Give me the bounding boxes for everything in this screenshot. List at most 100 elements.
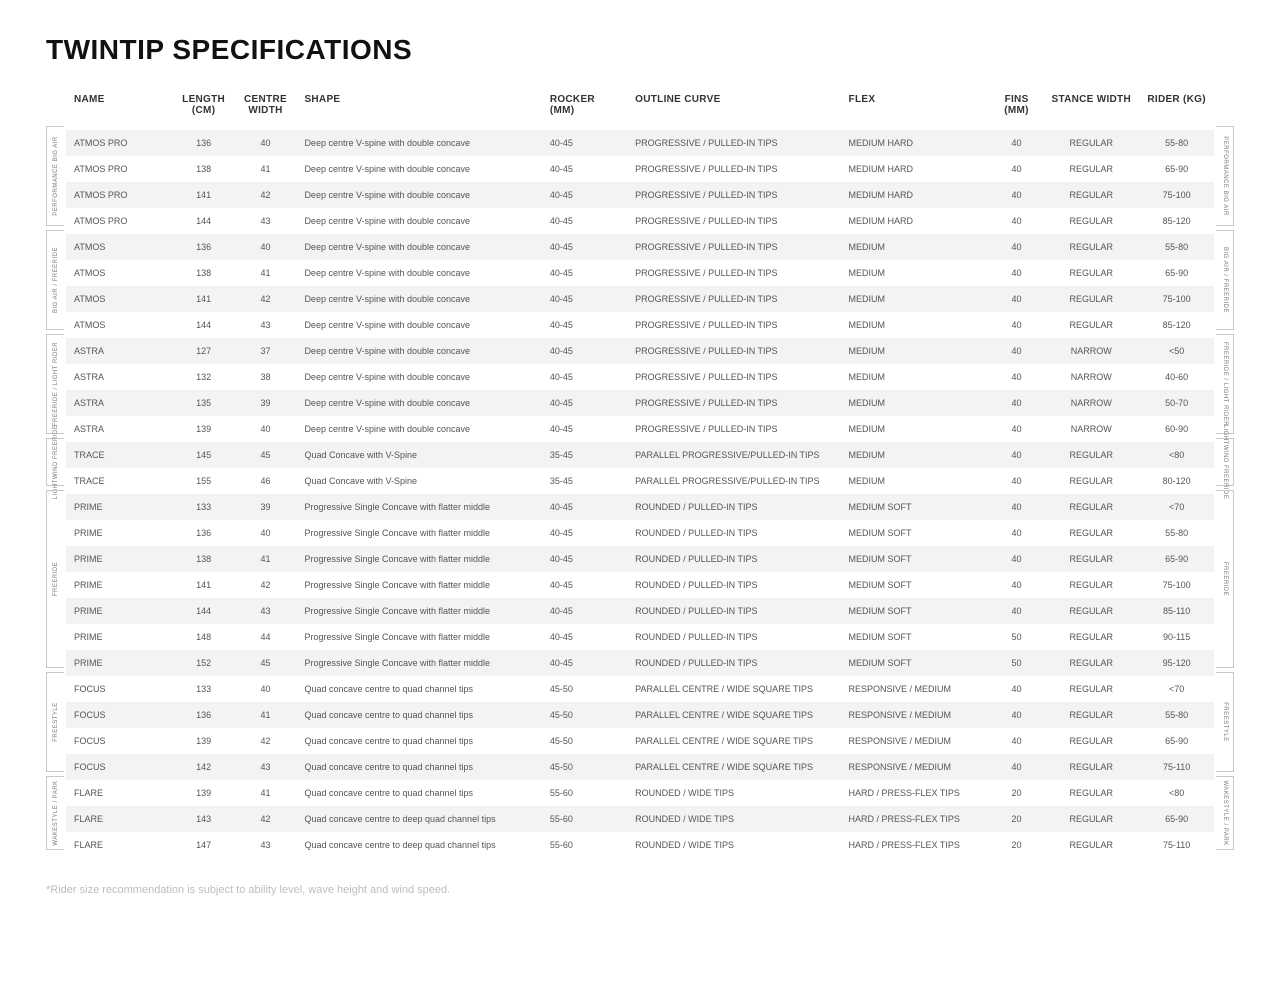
cell-rider: 85-110 bbox=[1139, 598, 1214, 624]
cell-rocker: 45-50 bbox=[542, 676, 627, 702]
cell-stance: NARROW bbox=[1043, 390, 1139, 416]
cell-shape: Progressive Single Concave with flatter … bbox=[296, 650, 541, 676]
cell-outline: ROUNDED / PULLED-IN TIPS bbox=[627, 624, 840, 650]
cell-rocker: 45-50 bbox=[542, 728, 627, 754]
cell-name: PRIME bbox=[66, 520, 173, 546]
cell-length: 144 bbox=[173, 598, 235, 624]
cell-length: 136 bbox=[173, 520, 235, 546]
cell-cwidth: 37 bbox=[235, 338, 297, 364]
cell-rider: <70 bbox=[1139, 676, 1214, 702]
cell-rider: 75-100 bbox=[1139, 286, 1214, 312]
cell-flex: MEDIUM HARD bbox=[841, 208, 990, 234]
cell-length: 133 bbox=[173, 676, 235, 702]
cell-fins: 40 bbox=[990, 390, 1043, 416]
cell-flex: MEDIUM SOFT bbox=[841, 598, 990, 624]
cell-cwidth: 45 bbox=[235, 442, 297, 468]
table-row: ATMOS13640Deep centre V-spine with doubl… bbox=[66, 234, 1214, 260]
column-header-outline: OUTLINE CURVE bbox=[627, 84, 840, 130]
cell-rocker: 35-45 bbox=[542, 468, 627, 494]
category-bracket: WAKESTYLE / PARK bbox=[46, 776, 64, 850]
cell-stance: REGULAR bbox=[1043, 494, 1139, 520]
category-bracket: PERFORMANCE BIG AIR bbox=[46, 126, 64, 226]
category-bracket: PERFORMANCE BIG AIR bbox=[1216, 126, 1234, 226]
cell-name: ATMOS PRO bbox=[66, 208, 173, 234]
cell-flex: MEDIUM bbox=[841, 364, 990, 390]
cell-name: ATMOS bbox=[66, 286, 173, 312]
cell-fins: 40 bbox=[990, 494, 1043, 520]
table-row: FOCUS13340Quad concave centre to quad ch… bbox=[66, 676, 1214, 702]
cell-name: FLARE bbox=[66, 806, 173, 832]
cell-name: FOCUS bbox=[66, 728, 173, 754]
cell-name: ASTRA bbox=[66, 364, 173, 390]
cell-shape: Quad concave centre to deep quad channel… bbox=[296, 806, 541, 832]
cell-shape: Quad Concave with V-Spine bbox=[296, 442, 541, 468]
cell-cwidth: 40 bbox=[235, 520, 297, 546]
cell-shape: Deep centre V-spine with double concave bbox=[296, 364, 541, 390]
cell-shape: Progressive Single Concave with flatter … bbox=[296, 546, 541, 572]
cell-cwidth: 39 bbox=[235, 494, 297, 520]
column-header-cwidth: CENTRE WIDTH bbox=[235, 84, 297, 130]
cell-flex: MEDIUM HARD bbox=[841, 156, 990, 182]
category-bracket: BIG AIR / FREERIDE bbox=[46, 230, 64, 330]
cell-cwidth: 42 bbox=[235, 286, 297, 312]
table-body: ATMOS PRO13640Deep centre V-spine with d… bbox=[66, 130, 1214, 858]
cell-fins: 20 bbox=[990, 806, 1043, 832]
cell-rider: 80-120 bbox=[1139, 468, 1214, 494]
cell-fins: 40 bbox=[990, 572, 1043, 598]
table-header: NAMELENGTH (CM)CENTRE WIDTHSHAPEROCKER (… bbox=[66, 84, 1214, 130]
cell-name: ASTRA bbox=[66, 390, 173, 416]
cell-stance: REGULAR bbox=[1043, 520, 1139, 546]
cell-fins: 40 bbox=[990, 520, 1043, 546]
cell-shape: Deep centre V-spine with double concave bbox=[296, 260, 541, 286]
table-row: ASTRA13539Deep centre V-spine with doubl… bbox=[66, 390, 1214, 416]
cell-name: ATMOS bbox=[66, 312, 173, 338]
cell-shape: Deep centre V-spine with double concave bbox=[296, 416, 541, 442]
table-row: ATMOS14443Deep centre V-spine with doubl… bbox=[66, 312, 1214, 338]
cell-shape: Progressive Single Concave with flatter … bbox=[296, 520, 541, 546]
cell-fins: 40 bbox=[990, 754, 1043, 780]
cell-rider: 85-120 bbox=[1139, 312, 1214, 338]
cell-flex: MEDIUM bbox=[841, 416, 990, 442]
cell-rocker: 40-45 bbox=[542, 234, 627, 260]
cell-length: 155 bbox=[173, 468, 235, 494]
category-bracket: FREESTYLE bbox=[46, 672, 64, 772]
table-row: FLARE14743Quad concave centre to deep qu… bbox=[66, 832, 1214, 858]
cell-length: 145 bbox=[173, 442, 235, 468]
cell-flex: MEDIUM bbox=[841, 338, 990, 364]
cell-rider: 55-80 bbox=[1139, 520, 1214, 546]
category-bracket: FREERIDE / LIGHT RIDER bbox=[46, 334, 64, 434]
cell-name: ATMOS PRO bbox=[66, 156, 173, 182]
category-label: LIGHTWIND FREERIDE bbox=[53, 425, 59, 500]
cell-length: 143 bbox=[173, 806, 235, 832]
cell-stance: REGULAR bbox=[1043, 572, 1139, 598]
cell-outline: ROUNDED / PULLED-IN TIPS bbox=[627, 520, 840, 546]
column-header-length: LENGTH (CM) bbox=[173, 84, 235, 130]
cell-rocker: 40-45 bbox=[542, 312, 627, 338]
cell-fins: 40 bbox=[990, 598, 1043, 624]
table-row: PRIME14844Progressive Single Concave wit… bbox=[66, 624, 1214, 650]
cell-shape: Deep centre V-spine with double concave bbox=[296, 130, 541, 156]
cell-fins: 50 bbox=[990, 624, 1043, 650]
cell-flex: MEDIUM SOFT bbox=[841, 546, 990, 572]
table-row: TRACE14545Quad Concave with V-Spine35-45… bbox=[66, 442, 1214, 468]
cell-outline: PROGRESSIVE / PULLED-IN TIPS bbox=[627, 234, 840, 260]
cell-rocker: 40-45 bbox=[542, 364, 627, 390]
cell-rider: 65-90 bbox=[1139, 546, 1214, 572]
cell-name: PRIME bbox=[66, 546, 173, 572]
cell-outline: ROUNDED / PULLED-IN TIPS bbox=[627, 650, 840, 676]
cell-length: 141 bbox=[173, 182, 235, 208]
cell-rider: <80 bbox=[1139, 442, 1214, 468]
table-row: PRIME13841Progressive Single Concave wit… bbox=[66, 546, 1214, 572]
cell-rocker: 40-45 bbox=[542, 130, 627, 156]
cell-flex: MEDIUM SOFT bbox=[841, 520, 990, 546]
cell-flex: RESPONSIVE / MEDIUM bbox=[841, 728, 990, 754]
cell-rider: 90-115 bbox=[1139, 624, 1214, 650]
table-wrap: PERFORMANCE BIG AIR BIG AIR / FREERIDE FRE… bbox=[46, 84, 1234, 858]
category-label: FREESTYLE bbox=[1222, 702, 1228, 742]
cell-name: FOCUS bbox=[66, 676, 173, 702]
category-bracket: WAKESTYLE / PARK bbox=[1216, 776, 1234, 850]
cell-fins: 50 bbox=[990, 650, 1043, 676]
table-row: ATMOS PRO13640Deep centre V-spine with d… bbox=[66, 130, 1214, 156]
cell-shape: Progressive Single Concave with flatter … bbox=[296, 494, 541, 520]
cell-outline: ROUNDED / WIDE TIPS bbox=[627, 806, 840, 832]
